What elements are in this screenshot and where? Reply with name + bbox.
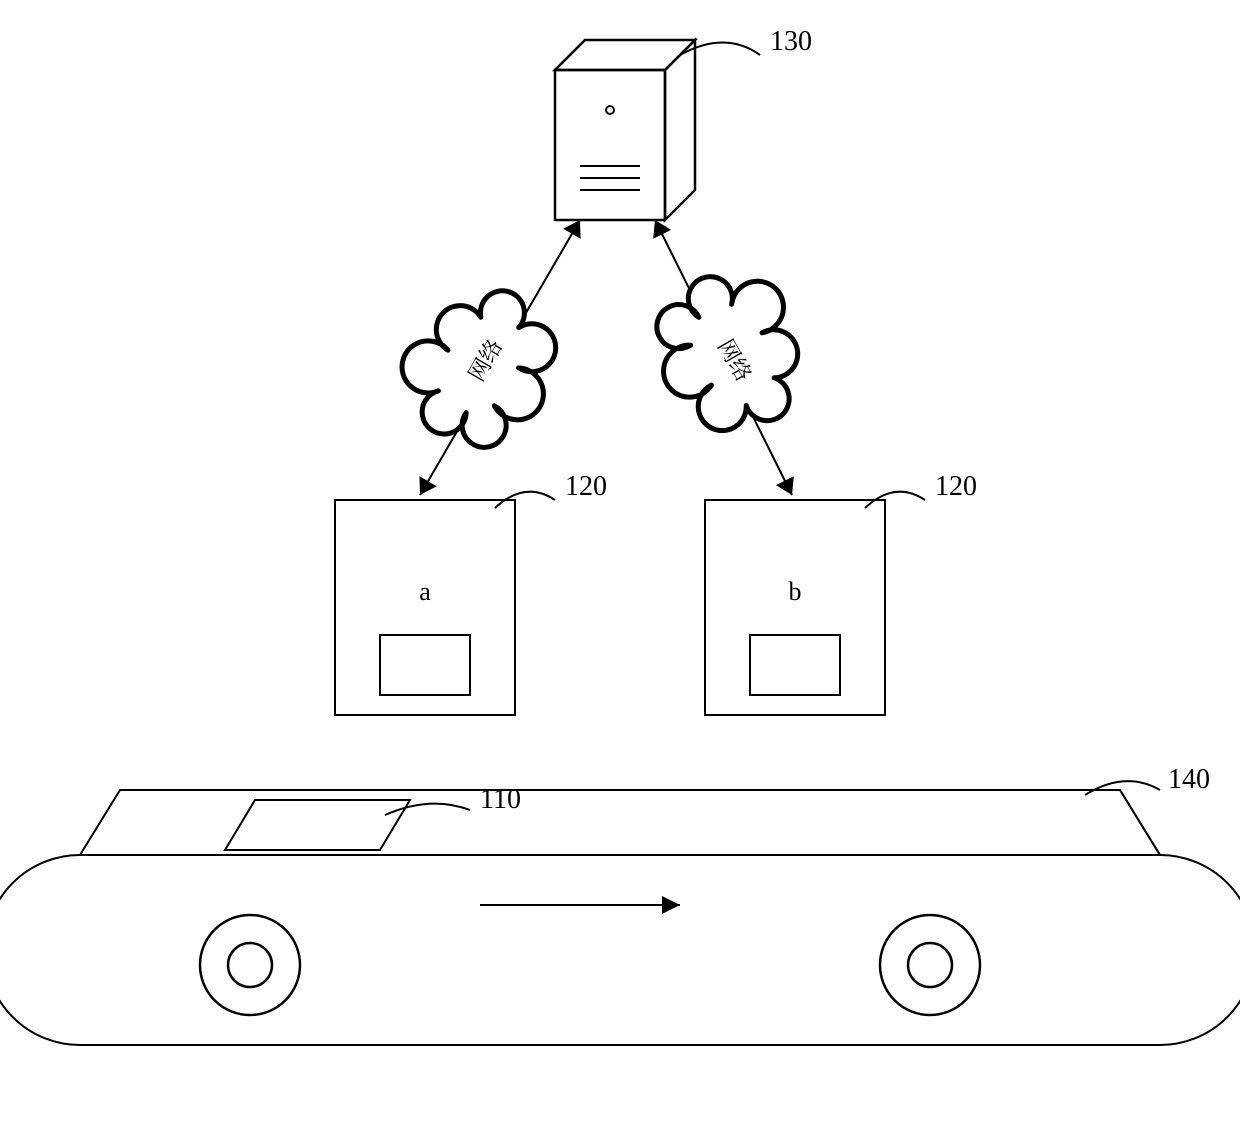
conveyor-wheel-right-outer — [880, 915, 980, 1015]
ref-110-curve — [385, 804, 470, 815]
ref-140-label: 140 — [1168, 764, 1210, 795]
terminal-a-frame — [335, 500, 515, 715]
network-arrow-left-head-top — [563, 220, 580, 239]
server-power-icon — [606, 106, 614, 114]
network-cloud-right: 网络 — [630, 248, 833, 457]
server-top — [555, 40, 695, 70]
ref-120-a-curve — [495, 492, 555, 508]
conveyor-wheel-left-inner — [228, 943, 272, 987]
ref-110-label: 110 — [480, 784, 521, 815]
ref-130-label: 130 — [770, 26, 812, 57]
direction-arrow-head — [662, 896, 680, 914]
terminal-a-screen — [380, 635, 470, 695]
network-arrow-left-head-bottom — [419, 476, 436, 495]
conveyor-wheel-right-inner — [908, 943, 952, 987]
terminal-a-label: a — [419, 577, 431, 606]
terminal-b: b — [705, 500, 885, 715]
ref-120-b-curve — [865, 492, 925, 508]
terminal-b-label: b — [789, 577, 802, 606]
server-icon — [555, 40, 695, 220]
terminal-a: a — [335, 500, 515, 715]
ref-130: 130 — [680, 26, 812, 57]
server-front — [555, 70, 665, 220]
conveyor-edge — [1120, 790, 1160, 855]
ref-120-a: 120 — [495, 471, 607, 508]
network-cloud-left: 网络 — [379, 262, 582, 471]
conveyor-wheel-left-outer — [200, 915, 300, 1015]
terminal-b-frame — [705, 500, 885, 715]
conveyor-side — [0, 855, 1240, 1045]
ref-120-b-label: 120 — [935, 471, 977, 502]
ref-120-b: 120 — [865, 471, 977, 508]
conveyor-belt — [0, 790, 1240, 1045]
conveyor-package — [225, 800, 410, 850]
terminal-b-screen — [750, 635, 840, 695]
server-side — [665, 40, 695, 220]
ref-120-a-label: 120 — [565, 471, 607, 502]
conveyor-wheel-left — [200, 915, 300, 1015]
conveyor-wheel-right — [880, 915, 980, 1015]
